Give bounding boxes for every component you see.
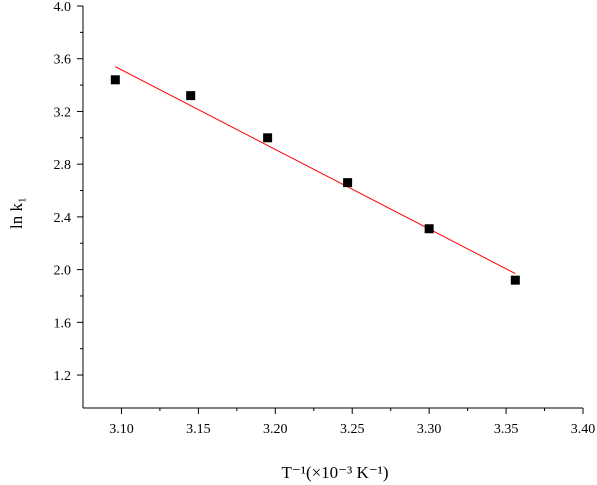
fit-line bbox=[115, 66, 516, 275]
y-tick-label: 2.8 bbox=[54, 158, 72, 173]
y-tick-label: 2.4 bbox=[54, 211, 72, 226]
y-tick-label: 1.6 bbox=[54, 316, 72, 331]
data-point bbox=[343, 178, 353, 188]
x-tick-label: 3.35 bbox=[494, 422, 519, 437]
data-point bbox=[263, 133, 273, 143]
data-point bbox=[510, 275, 520, 285]
y-tick-label: 4.0 bbox=[54, 0, 72, 15]
x-tick-label: 3.20 bbox=[263, 422, 288, 437]
x-tick-label: 3.10 bbox=[109, 422, 134, 437]
y-axis: 1.2 1.6 2.0 2.4 2.8 3.2 3.6 4.0 bbox=[54, 0, 83, 384]
y-tick-label: 2.0 bbox=[54, 264, 72, 279]
plot-frame bbox=[82, 6, 583, 409]
x-tick-label: 3.30 bbox=[417, 422, 442, 437]
x-axis-title: T⁻¹(×10⁻³ K⁻¹) bbox=[281, 463, 388, 482]
x-tick-label: 3.40 bbox=[571, 422, 596, 437]
y-tick-label: 3.6 bbox=[54, 53, 72, 68]
data-point bbox=[110, 75, 120, 85]
y-axis-title: ln k₁ bbox=[7, 197, 26, 229]
x-tick-label: 3.15 bbox=[186, 422, 211, 437]
data-points bbox=[110, 75, 520, 285]
data-point bbox=[424, 224, 434, 234]
y-tick-label: 1.2 bbox=[54, 369, 72, 384]
fit-line-group bbox=[115, 66, 516, 275]
x-axis: 3.10 3.15 3.20 3.25 3.30 3.35 3.40 bbox=[109, 408, 595, 437]
x-tick-label: 3.25 bbox=[340, 422, 365, 437]
data-point bbox=[186, 91, 196, 101]
y-tick-label: 3.2 bbox=[54, 105, 72, 120]
